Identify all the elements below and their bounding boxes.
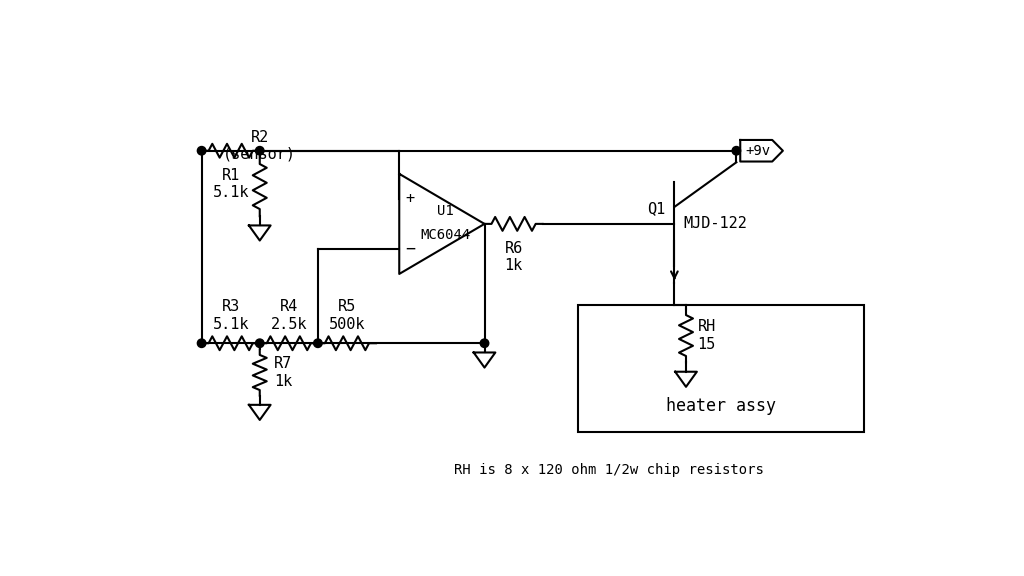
Text: MJD-122: MJD-122 (684, 217, 748, 232)
Text: R1
5.1k: R1 5.1k (212, 168, 249, 200)
Circle shape (255, 339, 264, 347)
Text: MC6044: MC6044 (421, 228, 471, 242)
Text: R5
500k: R5 500k (329, 300, 366, 332)
Text: R3
5.1k: R3 5.1k (212, 300, 249, 332)
Polygon shape (740, 140, 783, 161)
Text: (sensor): (sensor) (223, 146, 296, 161)
Circle shape (198, 146, 206, 155)
Text: RH is 8 x 120 ohm 1/2w chip resistors: RH is 8 x 120 ohm 1/2w chip resistors (454, 463, 764, 478)
Text: +: + (406, 191, 415, 206)
Text: R6
1k: R6 1k (505, 241, 522, 273)
Circle shape (732, 146, 740, 155)
Circle shape (480, 339, 488, 347)
Text: +9v: +9v (745, 144, 771, 158)
Bar (578, 305, 864, 432)
Text: −: − (406, 240, 416, 258)
Text: RH
15: RH 15 (697, 319, 716, 352)
Circle shape (255, 146, 264, 155)
Text: R2: R2 (251, 130, 269, 145)
Text: heater assy: heater assy (666, 397, 776, 415)
Circle shape (313, 339, 323, 347)
Text: R7
1k: R7 1k (273, 357, 292, 389)
Circle shape (198, 339, 206, 347)
Text: R4
2.5k: R4 2.5k (270, 300, 307, 332)
Text: U1: U1 (437, 204, 454, 218)
Text: Q1: Q1 (647, 201, 665, 216)
